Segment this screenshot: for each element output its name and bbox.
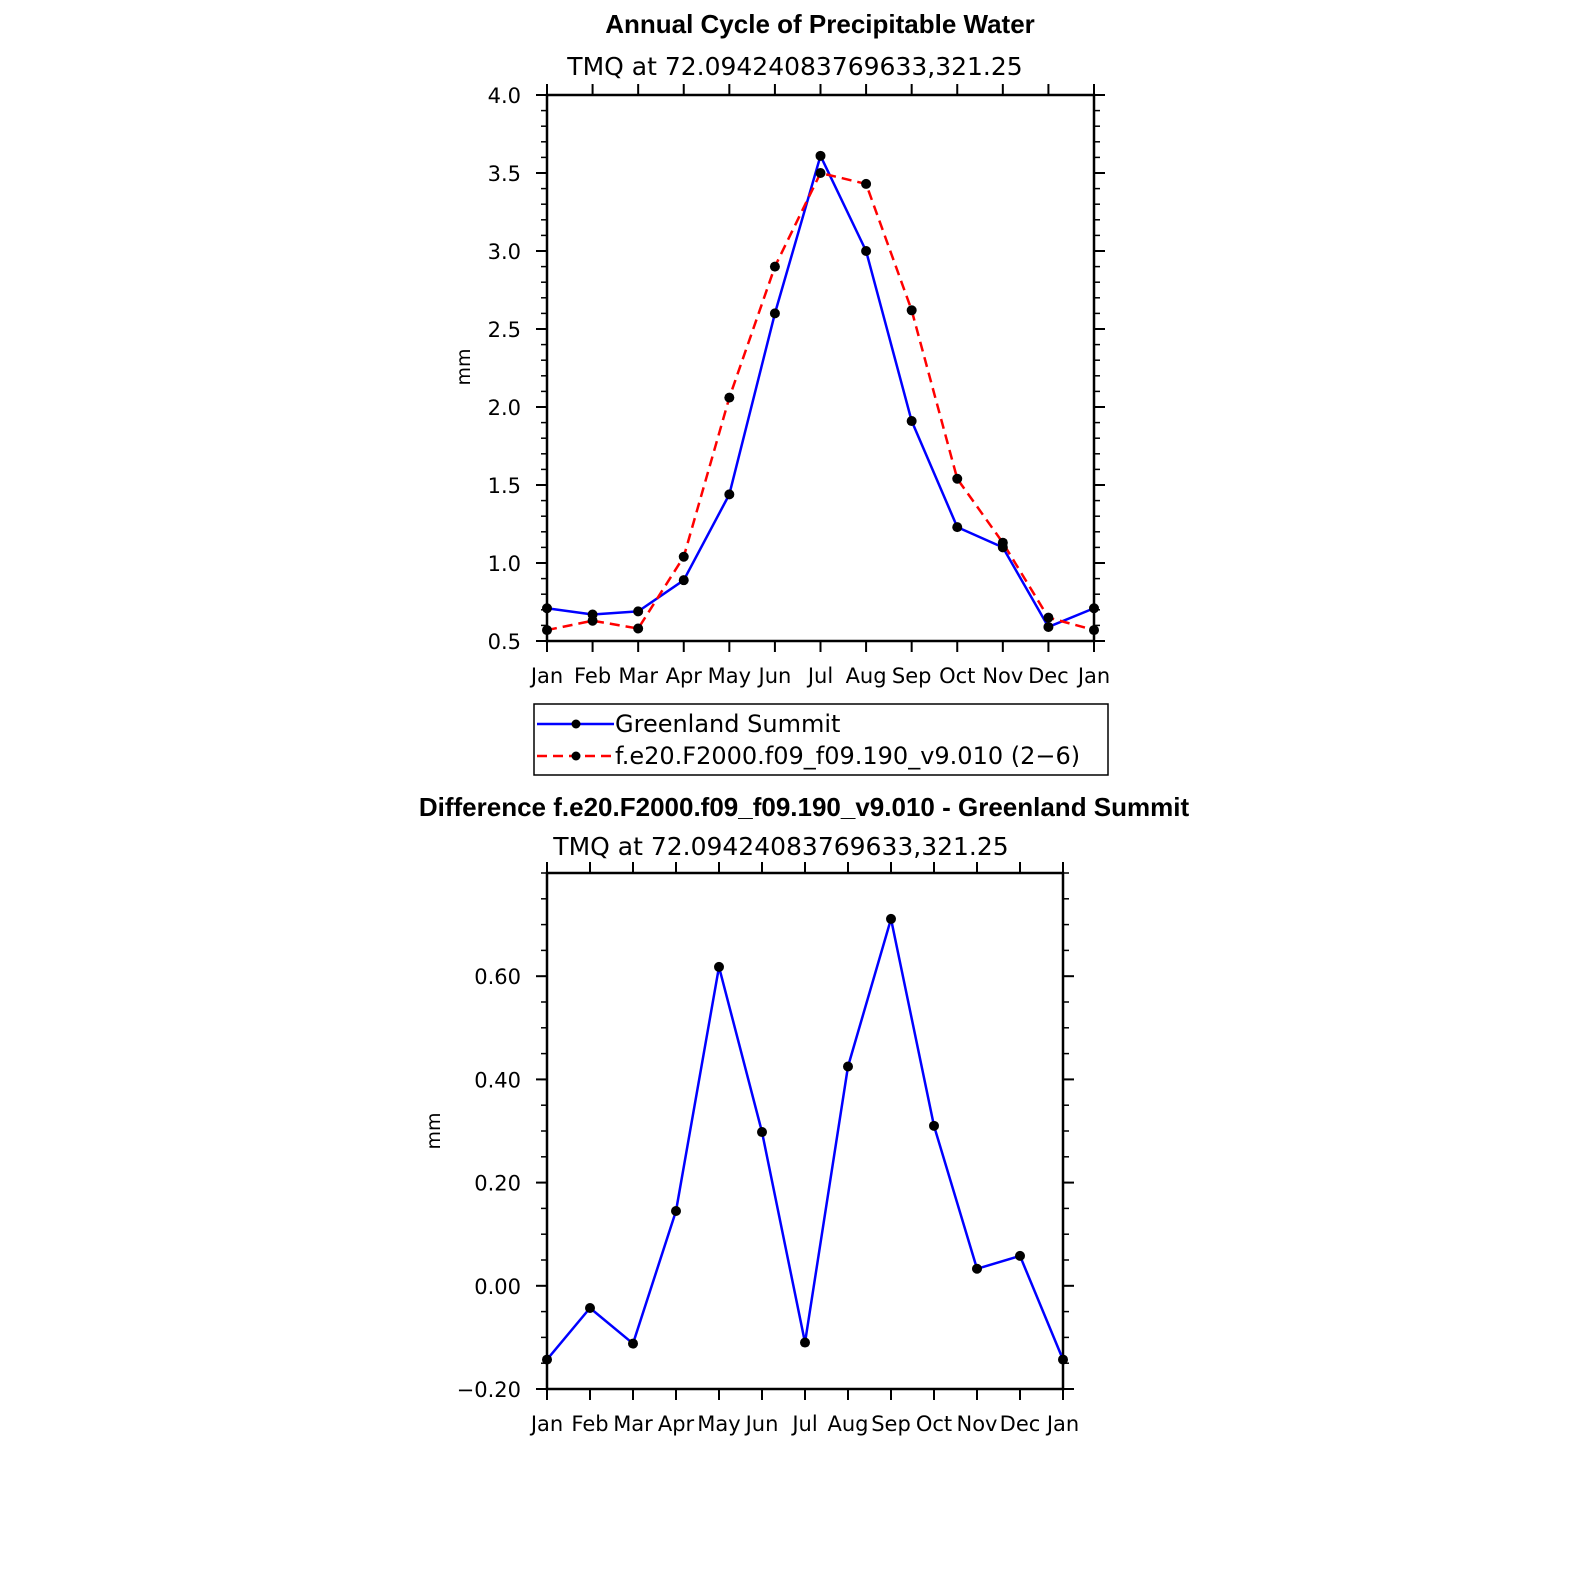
x-tick-label: Feb [571, 1412, 608, 1436]
x-tick-label: Mar [618, 664, 658, 688]
series-0-point [542, 1354, 552, 1365]
x-tick-label: Apr [666, 664, 703, 688]
chart-subtitle: TMQ at 72.09424083769633,321.25 [566, 52, 1022, 81]
x-tick-label: Jan [1045, 1412, 1079, 1436]
series-1-point [1043, 612, 1054, 623]
x-tick-label: Feb [574, 664, 611, 688]
x-tick-label: Aug [827, 1412, 868, 1436]
x-tick-label: Jan [1076, 664, 1110, 688]
series-1-point [769, 261, 780, 272]
y-tick-label: 0.40 [474, 1068, 521, 1092]
series-1-point [952, 473, 963, 484]
plot-area: Jan Feb Mar Apr May Jun Jul Aug Sep Oct Nov Dec Jan 0… [488, 84, 1110, 688]
series-0-point [929, 1120, 939, 1131]
x-tick-label: Jan [529, 664, 563, 688]
x-tick-label: Oct [916, 1412, 952, 1436]
y-axis-label: mm [423, 1112, 445, 1149]
series-1-point [1089, 625, 1099, 636]
series-1-point [815, 168, 826, 178]
series-line-0 [546, 154, 1095, 629]
series-1-point [587, 615, 598, 626]
series-1-point [861, 178, 872, 189]
series-0-point [585, 1302, 595, 1313]
series-0-point [542, 603, 552, 614]
legend-entry-model: f.e20.F2000.f09_f09.190_v9.010 (2−6) [615, 742, 1080, 770]
x-tick-label: May [697, 1412, 740, 1436]
x-tick-label: Nov [982, 664, 1023, 688]
series-0-point [886, 913, 896, 924]
x-tick-label: Jul [790, 1412, 817, 1436]
x-tick-label: Aug [846, 664, 887, 688]
y-tick-label: 0.60 [474, 965, 521, 989]
plot-area: Jan Feb Mar Apr May Jun Jul Aug Sep Oct Nov Dec Jan−… [457, 862, 1079, 1436]
x-tick-label: Apr [658, 1412, 695, 1436]
legend-box [533, 703, 1109, 776]
y-tick-label: 0.5 [488, 630, 521, 654]
y-tick-label: 2.0 [488, 396, 521, 420]
x-tick-label: Dec [1028, 664, 1069, 688]
series-0-point [724, 489, 735, 500]
series-1-point [997, 537, 1008, 548]
series-0-point [906, 416, 917, 427]
precipitable-water-chart: Annual Cycle of Precipitable Water TMQ a… [453, 9, 1110, 776]
y-tick-label: 1.0 [488, 552, 521, 576]
series-0-point [800, 1337, 810, 1348]
series-0-point [714, 961, 724, 972]
series-0-point [757, 1127, 767, 1138]
series-1-point [906, 305, 917, 316]
series-0-point [769, 308, 780, 319]
y-tick-label: 3.0 [488, 240, 521, 264]
y-tick-label: 1.5 [488, 474, 521, 498]
chart-title: Annual Cycle of Precipitable Water [605, 9, 1035, 39]
legend-entry-greenland-summit: Greenland Summit [615, 710, 840, 738]
chart-title: Difference f.e20.F2000.f09_f09.190_v9.01… [419, 792, 1190, 822]
series-0-point [633, 606, 644, 617]
series-0-point [952, 522, 963, 533]
y-tick-label: 4.0 [488, 84, 521, 108]
series-0-point [1043, 621, 1054, 632]
y-axis-label: mm [453, 348, 475, 385]
y-tick-label: 2.5 [488, 318, 521, 342]
legend-marker-greenland-summit [571, 719, 581, 729]
series-0-point [1089, 603, 1099, 614]
y-tick-label: 0.00 [474, 1275, 521, 1299]
x-tick-label: Jun [757, 664, 792, 688]
series-0-point [972, 1263, 982, 1274]
x-tick-label: Sep [871, 1412, 911, 1436]
series-line-0 [546, 917, 1065, 1361]
x-tick-label: May [708, 664, 751, 688]
series-0-point [1015, 1250, 1025, 1261]
legend-marker-model [571, 751, 581, 761]
y-tick-label: −0.20 [457, 1378, 521, 1402]
series-1-point [633, 623, 644, 634]
series-1-point [724, 392, 735, 403]
series-0-point [1058, 1354, 1068, 1365]
x-tick-label: Mar [613, 1412, 653, 1436]
plot-frame [545, 871, 1065, 1391]
series-0-point [678, 575, 689, 586]
x-tick-label: Jan [529, 1412, 563, 1436]
series-0-point [843, 1061, 853, 1072]
legend: Greenland Summit f.e20.F2000.f09_f09.190… [533, 703, 1109, 776]
x-tick-label: Jun [744, 1412, 779, 1436]
series-0-point [861, 246, 872, 256]
y-tick-label: 0.20 [474, 1172, 521, 1196]
series-0-point [815, 150, 826, 161]
difference-chart: Difference f.e20.F2000.f09_f09.190_v9.01… [419, 792, 1190, 1436]
x-tick-label: Jul [806, 664, 833, 688]
series-1-point [542, 625, 552, 636]
x-tick-label: Nov [957, 1412, 998, 1436]
x-tick-label: Oct [939, 664, 975, 688]
series-0-point [671, 1205, 681, 1216]
y-tick-label: 3.5 [488, 162, 521, 186]
x-tick-label: Dec [1000, 1412, 1041, 1436]
x-tick-label: Sep [892, 664, 932, 688]
series-1-point [678, 551, 689, 562]
chart-subtitle: TMQ at 72.09424083769633,321.25 [552, 832, 1008, 861]
series-0-point [628, 1338, 638, 1349]
